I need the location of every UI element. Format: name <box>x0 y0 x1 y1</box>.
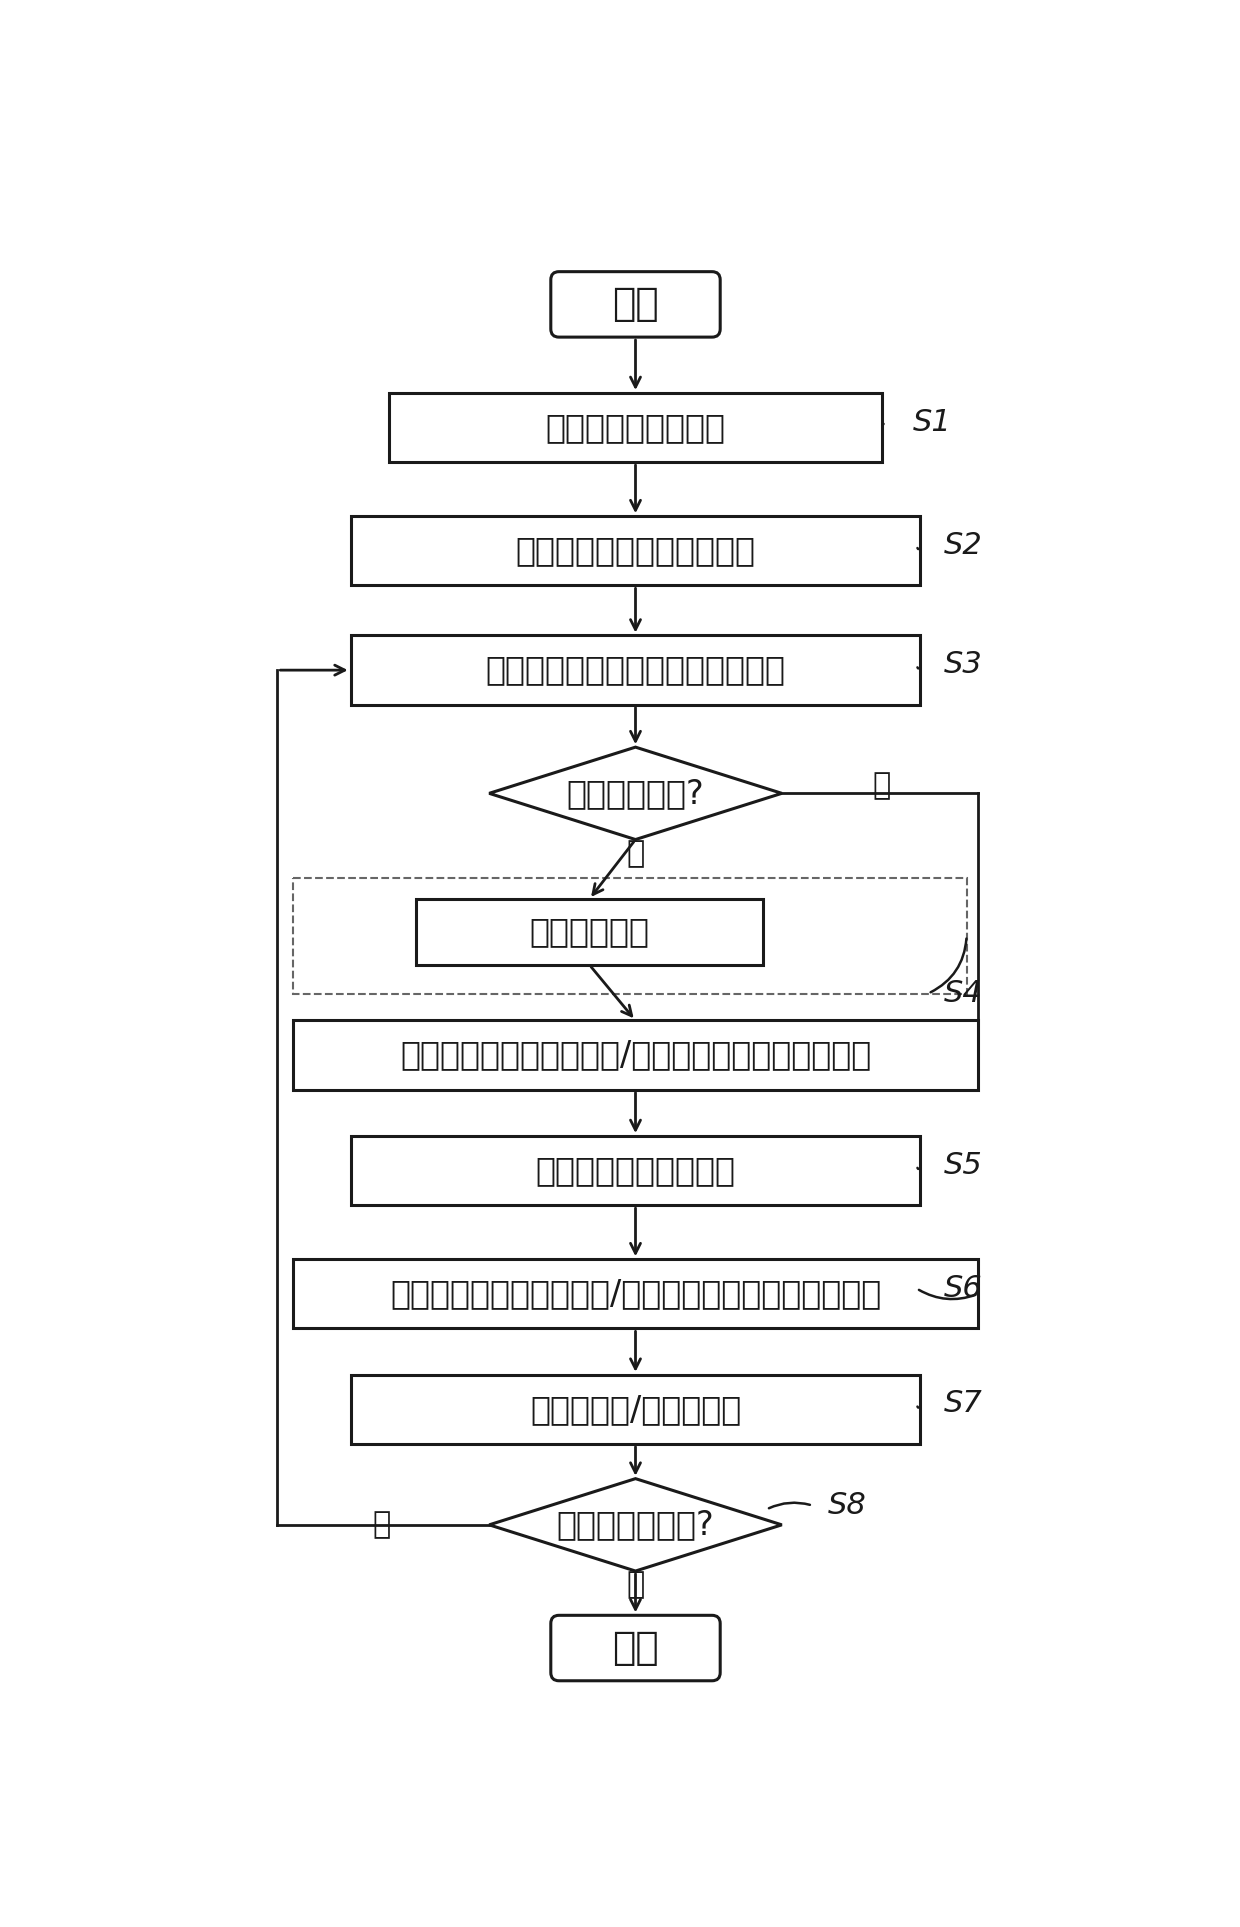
FancyBboxPatch shape <box>551 1615 720 1680</box>
Bar <box>351 1374 920 1443</box>
Text: 是: 是 <box>626 838 645 867</box>
Bar <box>293 1258 978 1328</box>
Text: S5: S5 <box>944 1150 982 1179</box>
Text: 分离该组次/超同步谐波: 分离该组次/超同步谐波 <box>529 1393 742 1426</box>
Text: S1: S1 <box>913 409 951 437</box>
Bar <box>351 516 920 586</box>
FancyArrowPatch shape <box>919 1289 976 1299</box>
Text: S6: S6 <box>944 1274 982 1303</box>
Bar <box>417 900 763 965</box>
Text: S2: S2 <box>944 532 982 561</box>
Text: 经验模态分解得到该组次/超同步谐波的固有模态函数: 经验模态分解得到该组次/超同步谐波的固有模态函数 <box>399 1039 872 1071</box>
Polygon shape <box>490 1478 781 1571</box>
Text: 幅值、相位和频率补偿: 幅值、相位和频率补偿 <box>536 1154 735 1187</box>
FancyArrowPatch shape <box>930 938 966 992</box>
Bar <box>293 1021 978 1091</box>
Text: 提取并分离工频分量: 提取并分离工频分量 <box>546 410 725 443</box>
Text: S7: S7 <box>944 1389 982 1418</box>
Text: 开始: 开始 <box>613 285 658 324</box>
FancyArrowPatch shape <box>769 1503 810 1509</box>
FancyBboxPatch shape <box>551 272 720 337</box>
Text: S3: S3 <box>944 649 982 678</box>
Text: 进行调制频移: 进行调制频移 <box>529 915 650 948</box>
Text: 提取含有最高频率谐波分量的分组: 提取含有最高频率谐波分量的分组 <box>486 653 785 686</box>
Text: 否: 否 <box>372 1511 391 1540</box>
Text: 根据模态混叠条件进行分组: 根据模态混叠条件进行分组 <box>516 534 755 567</box>
Polygon shape <box>490 748 781 840</box>
Bar <box>293 879 967 994</box>
Text: 分离出所有分组?: 分离出所有分组? <box>557 1509 714 1542</box>
Bar <box>351 636 920 705</box>
Text: 希尔伯特变换得到该组次/超同步谐波的瞬时频率和幅值: 希尔伯特变换得到该组次/超同步谐波的瞬时频率和幅值 <box>389 1278 882 1310</box>
Text: 产生模态混叠?: 产生模态混叠? <box>567 777 704 809</box>
Bar <box>389 393 882 462</box>
Text: 结束: 结束 <box>613 1628 658 1667</box>
Bar <box>351 1137 920 1204</box>
Text: 是: 是 <box>626 1571 645 1599</box>
Text: 否: 否 <box>873 771 892 800</box>
Text: S4: S4 <box>944 979 982 1008</box>
Text: S8: S8 <box>828 1491 867 1520</box>
